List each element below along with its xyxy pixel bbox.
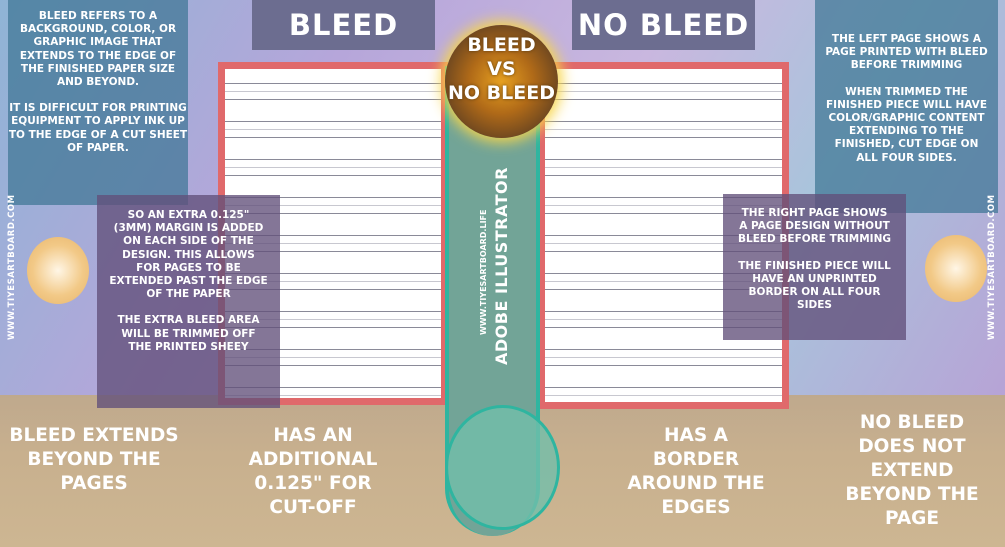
box-paragraph: SO AN EXTRA 0.125" (3MM) MARGIN IS ADDED… (109, 209, 268, 301)
bottom-circle (445, 405, 560, 530)
bleed-margin-box: SO AN EXTRA 0.125" (3MM) MARGIN IS ADDED… (97, 195, 280, 408)
caption-additional-cutoff: HAS AN ADDITIONAL 0.125" FOR CUT-OFF (248, 425, 378, 518)
side-url-left: WWW.TIYESARTBOARD.COM (7, 194, 17, 340)
box-paragraph: THE EXTRA BLEED AREA WILL BE TRIMMED OFF… (117, 314, 260, 353)
box-paragraph: IT IS DIFFICULT FOR PRINTING EQUIPMENT T… (8, 102, 188, 154)
box-paragraph: THE LEFT PAGE SHOWS A PAGE PRINTED WITH … (825, 33, 988, 72)
center-label: ADOBE ILLUSTRATOR (492, 167, 511, 365)
left-page-explanation-box: THE LEFT PAGE SHOWS A PAGE PRINTED WITH … (815, 0, 998, 213)
box-paragraph: THE FINISHED PIECE WILL HAVE AN UNPRINTE… (738, 259, 891, 312)
firework-title-badge: BLEED VS NO BLEED (445, 25, 558, 138)
right-page-explanation-box: THE RIGHT PAGE SHOWS A PAGE DESIGN WITHO… (723, 194, 906, 340)
orange-orb-left (27, 237, 89, 304)
box-paragraph: WHEN TRIMMED THE FINISHED PIECE WILL HAV… (825, 85, 987, 164)
orange-orb-right (925, 235, 987, 302)
badge-line: VS (487, 58, 516, 80)
box-paragraph: THE RIGHT PAGE SHOWS A PAGE DESIGN WITHO… (738, 207, 891, 246)
badge-line: NO BLEED (448, 82, 555, 104)
caption-border: HAS A BORDER AROUND THE EDGES (627, 425, 765, 518)
side-url-right: WWW.TIYESARTBOARD.COM (987, 194, 997, 340)
bleed-title: BLEED (252, 0, 435, 50)
badge-line: BLEED (467, 34, 536, 56)
center-url: WWW.TIYESARTBOARD.LIFE (479, 209, 488, 335)
caption-no-bleed: NO BLEED DOES NOT EXTEND BEYOND THE PAGE (845, 412, 979, 529)
box-paragraph: BLEED REFERS TO A BACKGROUND, COLOR, OR … (19, 10, 177, 89)
no-bleed-title: NO BLEED (572, 0, 755, 50)
caption-bleed-extends: BLEED EXTENDS BEYOND THE PAGES (9, 425, 179, 494)
bleed-definition-box: BLEED REFERS TO A BACKGROUND, COLOR, OR … (8, 0, 188, 205)
